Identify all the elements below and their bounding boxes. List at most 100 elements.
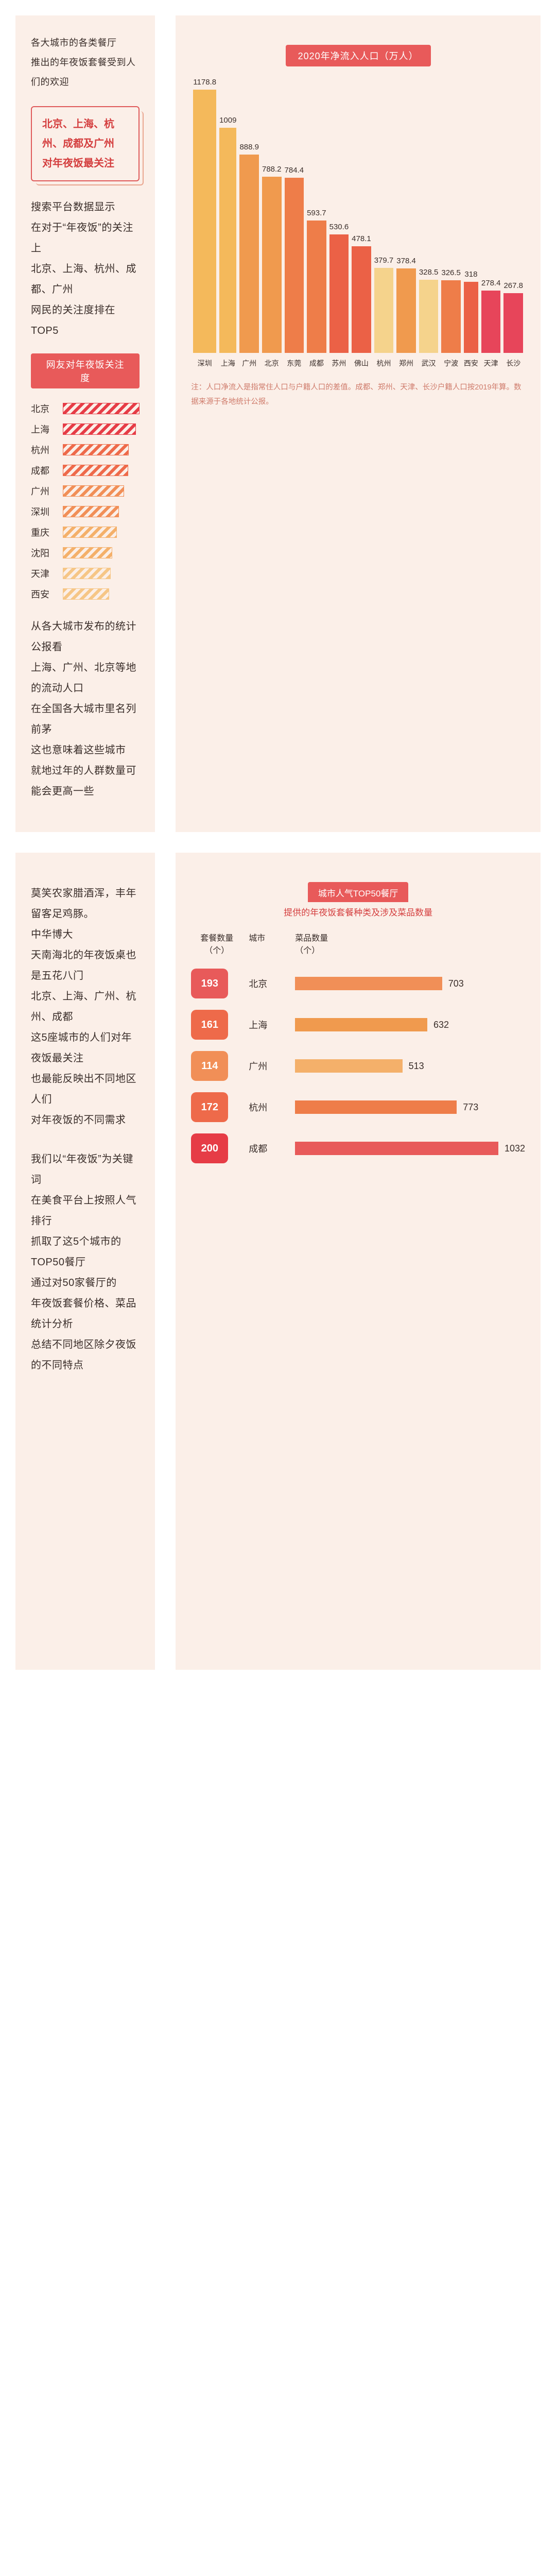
- table-row: 161上海632: [191, 1010, 525, 1040]
- hbar-chart: 北京上海杭州成都广州深圳重庆沈阳天津西安: [31, 402, 140, 601]
- p2-l4: 通过对50家餐厅的: [31, 1273, 140, 1293]
- vbar-value: 278.4: [481, 279, 501, 287]
- p1-l6: 也最能反映出不同地区人们: [31, 1069, 140, 1110]
- lead-l2: 在对于“年夜饭”的关注上: [31, 217, 140, 259]
- hbar-row: 北京: [31, 402, 140, 415]
- table-title-l1: 城市人气TOP50餐厅: [308, 882, 409, 902]
- sets-pill: 114: [191, 1051, 228, 1081]
- hbar-track: [63, 547, 140, 558]
- cell-dishes: 773: [289, 1100, 525, 1114]
- vbar-fill: [193, 90, 216, 353]
- dish-bar: [295, 1142, 498, 1155]
- vbar-chart: 1178.8深圳1009上海888.9广州788.2北京784.4东莞593.7…: [191, 80, 525, 368]
- p1-l7: 对年夜饭的不同需求: [31, 1110, 140, 1130]
- hdr-sets: 套餐数量 （个）: [191, 933, 242, 957]
- vbar-fill: [262, 177, 282, 353]
- vbar-value: 1178.8: [193, 78, 216, 87]
- hbar-row: 成都: [31, 464, 140, 477]
- vbar-col: 784.4东莞: [285, 166, 304, 368]
- para2: 我们以“年夜饭”为关键词 在美食平台上按照人气排行 抓取了这5个城市的TOP50…: [31, 1149, 140, 1376]
- hdr-dishes: 菜品数量 （个）: [289, 933, 525, 957]
- hdr-dishes-unit: （个）: [295, 945, 525, 957]
- vbar-label: 上海: [221, 358, 235, 368]
- cell-dishes: 632: [289, 1018, 525, 1031]
- dish-value: 632: [433, 1020, 449, 1030]
- vbar-label: 西安: [464, 358, 478, 368]
- vbar-label: 天津: [484, 358, 498, 368]
- table-row: 193 北京703: [191, 969, 525, 998]
- outro-l4: 这也意味着这些城市: [31, 740, 140, 760]
- hbar-track: [63, 506, 140, 517]
- vbar-label: 武汉: [422, 358, 436, 368]
- cell-city: 杭州: [242, 1100, 289, 1114]
- vbar-value: 1009: [219, 116, 236, 125]
- panel-top50: 城市人气TOP50餐厅 提供的年夜饭套餐种类及涉及菜品数量 套餐数量 （个） 城…: [176, 853, 541, 1669]
- hbar-row: 重庆: [31, 526, 140, 539]
- hbar-track: [63, 568, 140, 579]
- hbar-fill: [63, 403, 140, 414]
- vbar-col: 1009 上海: [219, 116, 236, 368]
- vbar-label: 杭州: [376, 358, 391, 368]
- vbar-fill: [374, 268, 394, 353]
- p1-l5: 这5座城市的人们对年夜饭最关注: [31, 1027, 140, 1069]
- table-row: 172杭州 773: [191, 1092, 525, 1122]
- hbar-fill: [63, 568, 111, 579]
- hbar-track: [63, 485, 140, 497]
- cell-sets: 172: [191, 1092, 242, 1122]
- cell-dishes: 703: [289, 977, 525, 990]
- para1: 莫笑农家腊酒浑，丰年留客足鸡豚。 中华博大 天南海北的年夜饭桌也是五花八门 北京…: [31, 883, 140, 1130]
- vbar-fill: [419, 280, 439, 353]
- vbar-title: 2020年净流入人口（万人）: [191, 45, 525, 66]
- p2-l3: 抓取了这5个城市的TOP50餐厅: [31, 1231, 140, 1273]
- vbar-label: 深圳: [198, 358, 212, 368]
- intro-text: 各大城市的各类餐厅 推出的年夜饭套餐受到人们的欢迎: [31, 33, 140, 92]
- highlight-box: 北京、上海、杭州、成都及广州 对年夜饭最关注: [31, 106, 140, 181]
- highlight-l1: 北京、上海、杭州、成都及广州: [42, 114, 128, 154]
- dish-bar: [295, 977, 442, 990]
- p1-l2: 中华博大: [31, 924, 140, 945]
- cell-city: 成都: [242, 1142, 289, 1155]
- p2-l6: 总结不同地区除夕夜饭的不同特点: [31, 1334, 140, 1376]
- table-header: 套餐数量 （个） 城市 菜品数量 （个）: [191, 933, 525, 957]
- vbar-fill: [219, 128, 236, 353]
- hbar-track: [63, 403, 140, 414]
- hbar-fill: [63, 423, 136, 435]
- hbar-label: 广州: [31, 484, 63, 498]
- outro-l1: 从各大城市发布的统计公报看: [31, 616, 140, 657]
- cell-sets: 193: [191, 969, 242, 998]
- hbar-label: 成都: [31, 464, 63, 477]
- cell-city: 北京: [242, 977, 289, 990]
- vbar-col: 478.1佛山: [352, 234, 371, 368]
- vbar-col: 267.8长沙: [503, 281, 523, 368]
- dish-bar: [295, 1059, 402, 1073]
- vbar-fill: [329, 234, 349, 353]
- dish-value: 773: [463, 1102, 478, 1113]
- vbar-label: 长沙: [506, 358, 520, 368]
- p2-l5: 年夜饭套餐价格、菜品统计分析: [31, 1293, 140, 1334]
- panel-narrative: 莫笑农家腊酒浑，丰年留客足鸡豚。 中华博大 天南海北的年夜饭桌也是五花八门 北京…: [15, 853, 155, 1669]
- vbar-fill: [481, 291, 501, 353]
- dish-value: 513: [409, 1061, 424, 1072]
- hbar-row: 天津: [31, 567, 140, 580]
- hbar-row: 广州: [31, 484, 140, 498]
- vbar-value: 318: [464, 270, 477, 279]
- hbar-track: [63, 465, 140, 476]
- hdr-city: 城市: [242, 933, 289, 957]
- vbar-label: 广州: [242, 358, 256, 368]
- p2-l1: 我们以“年夜饭”为关键词: [31, 1149, 140, 1190]
- vbar-col: 888.9广州: [239, 143, 259, 368]
- hdr-sets-label: 套餐数量: [191, 933, 242, 945]
- hbar-label: 沈阳: [31, 546, 63, 560]
- vbar-label: 佛山: [354, 358, 369, 368]
- outro-l3: 在全国各大城市里名列前茅: [31, 699, 140, 740]
- sets-pill: 193: [191, 969, 228, 998]
- table-body: 193北京703161上海632114广州513172杭州773200成都103…: [191, 969, 525, 1163]
- hbar-title-label: 网友对年夜饭关注度: [31, 353, 140, 388]
- cell-sets: 161: [191, 1010, 242, 1040]
- p1-l3: 天南海北的年夜饭桌也是五花八门: [31, 945, 140, 986]
- lead-l1: 搜索平台数据显示: [31, 197, 140, 217]
- vbar-label: 苏州: [332, 358, 346, 368]
- vbar-fill: [396, 268, 416, 353]
- vbar-value: 788.2: [262, 165, 282, 174]
- vbar-fill: [285, 178, 304, 353]
